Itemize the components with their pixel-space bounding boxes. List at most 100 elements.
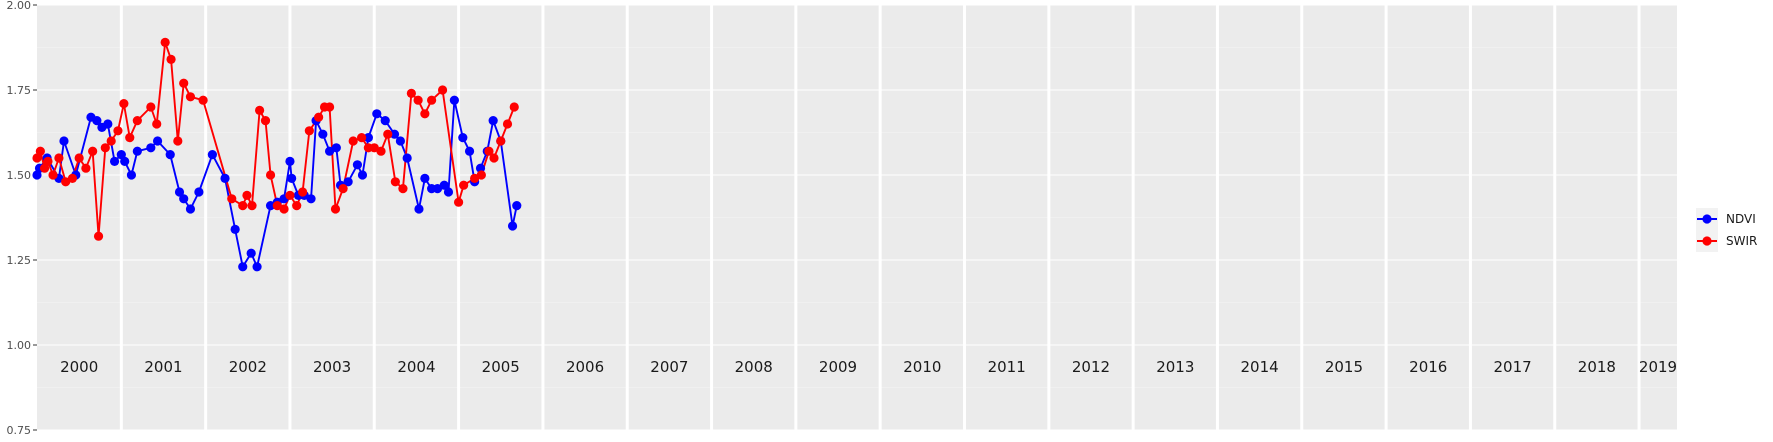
data-point-ndvi — [120, 156, 130, 166]
data-point-swir — [125, 133, 135, 143]
data-point-swir — [476, 170, 486, 180]
data-point-ndvi — [59, 136, 69, 146]
data-point-swir — [398, 184, 408, 194]
data-point-ndvi — [372, 109, 382, 119]
data-point-ndvi — [194, 187, 204, 197]
year-label: 2014 — [1241, 358, 1279, 376]
y-tick-label: 1.25 — [7, 254, 32, 267]
data-point-swir — [198, 95, 208, 105]
data-point-ndvi — [92, 116, 102, 126]
y-axis: 0.75 1.00 1.25 1.50 1.75 2.00 — [7, 0, 37, 437]
data-point-swir — [437, 85, 448, 95]
data-point-swir — [35, 146, 45, 156]
year-label: 2001 — [144, 358, 182, 376]
data-point-swir — [330, 204, 341, 214]
data-point-swir — [39, 163, 50, 173]
year-label: 2005 — [482, 358, 520, 376]
data-point-ndvi — [439, 180, 449, 190]
y-tick-label: 2.00 — [7, 0, 32, 12]
data-point-ndvi — [252, 262, 262, 272]
legend-label: NDVI — [1726, 212, 1756, 226]
data-point-swir — [100, 143, 110, 153]
data-point-swir — [67, 173, 78, 183]
data-point-swir — [390, 177, 400, 187]
data-point-swir — [383, 129, 393, 139]
year-label: 2012 — [1072, 358, 1110, 376]
year-label: 2007 — [650, 358, 688, 376]
legend-key-point — [1702, 214, 1712, 224]
data-point-swir — [496, 136, 506, 146]
data-point-ndvi — [414, 204, 424, 214]
year-label: 2000 — [60, 358, 98, 376]
data-point-swir — [304, 126, 314, 136]
year-labels: 2000 2001 2002 2003 2004 2005 2006 2007 2008 2009… — [60, 358, 1677, 376]
data-point-swir — [338, 184, 348, 194]
legend: NDVI SWIR — [1696, 208, 1757, 252]
data-point-swir — [132, 116, 142, 126]
data-point-swir — [146, 102, 156, 112]
data-point-ndvi — [132, 146, 142, 156]
data-point-swir — [509, 102, 519, 112]
data-point-swir — [242, 190, 252, 200]
data-point-ndvi — [116, 150, 126, 160]
data-point-swir — [420, 109, 430, 119]
data-point-ndvi — [306, 194, 316, 204]
data-point-ndvi — [352, 160, 363, 170]
data-point-swir — [489, 153, 499, 163]
data-point-ndvi — [343, 177, 353, 187]
data-point-ndvi — [287, 173, 297, 183]
data-point-ndvi — [220, 173, 230, 183]
data-point-ndvi — [488, 116, 498, 126]
data-point-swir — [260, 116, 271, 126]
data-point-swir — [74, 153, 84, 163]
data-point-swir — [238, 201, 248, 211]
data-point-ndvi — [331, 143, 341, 153]
data-point-swir — [113, 126, 123, 136]
data-point-swir — [413, 95, 423, 105]
data-point-swir — [314, 112, 324, 122]
data-point-ndvi — [363, 133, 373, 143]
data-point-ndvi — [357, 170, 368, 180]
year-label: 2018 — [1578, 358, 1616, 376]
year-label: 2019 — [1639, 358, 1677, 376]
data-point-ndvi — [318, 129, 328, 139]
data-point-swir — [152, 119, 162, 129]
data-point-swir — [81, 163, 91, 173]
data-point-swir — [279, 204, 289, 214]
year-label: 2015 — [1325, 358, 1363, 376]
year-label: 2013 — [1156, 358, 1194, 376]
data-point-swir — [93, 231, 104, 241]
year-label: 2002 — [229, 358, 267, 376]
data-point-swir — [298, 187, 308, 197]
year-label: 2010 — [903, 358, 941, 376]
data-point-ndvi — [285, 156, 295, 166]
data-point-swir — [227, 194, 237, 204]
data-point-ndvi — [152, 136, 163, 146]
year-label: 2017 — [1493, 358, 1531, 376]
y-tick-label: 0.75 — [7, 424, 32, 437]
data-point-swir — [453, 197, 464, 207]
data-point-swir — [88, 146, 98, 156]
data-point-swir — [406, 88, 416, 98]
data-point-swir — [255, 105, 265, 115]
year-label: 2006 — [566, 358, 604, 376]
year-label: 2004 — [397, 358, 435, 376]
data-point-ndvi — [458, 133, 468, 143]
data-point-ndvi — [246, 248, 256, 258]
year-label: 2003 — [313, 358, 351, 376]
data-point-swir — [348, 136, 358, 146]
data-point-ndvi — [512, 201, 522, 211]
data-point-swir — [166, 54, 176, 64]
data-point-ndvi — [207, 150, 217, 160]
y-tick-label: 1.75 — [7, 84, 32, 97]
year-label: 2016 — [1409, 358, 1447, 376]
data-point-ndvi — [389, 129, 400, 139]
data-point-ndvi — [420, 173, 430, 183]
data-point-swir — [54, 153, 64, 163]
data-point-swir — [502, 119, 513, 129]
data-point-ndvi — [507, 221, 518, 231]
legend-key-point — [1702, 236, 1712, 246]
data-point-ndvi — [238, 262, 248, 272]
data-point-ndvi — [179, 194, 189, 204]
